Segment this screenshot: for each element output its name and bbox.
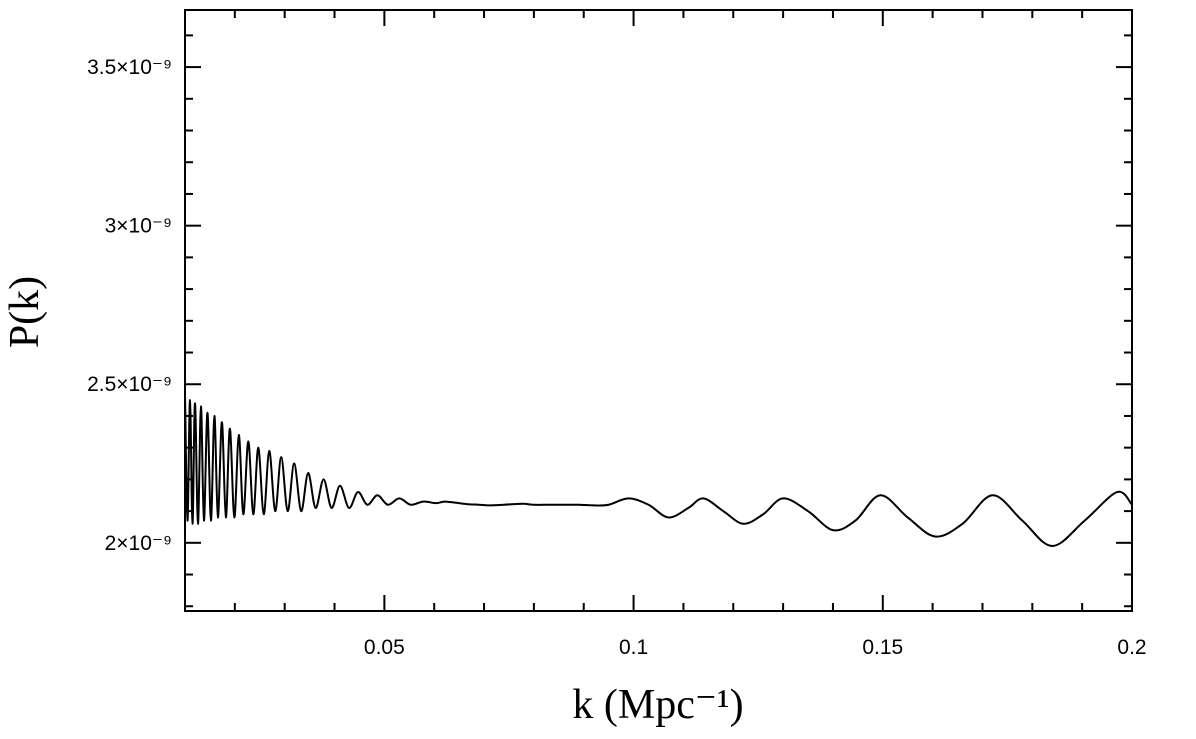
- x-tick-label: 0.15: [862, 636, 903, 659]
- x-axis-label: k (Mpc⁻¹): [572, 682, 743, 728]
- y-tick-label: 3×10⁻⁹: [105, 215, 172, 238]
- y-tick-labels: 2×10⁻⁹ 2.5×10⁻⁹ 3×10⁻⁹ 3.5×10⁻⁹: [87, 56, 172, 555]
- y-tick-label: 2.5×10⁻⁹: [87, 373, 172, 396]
- power-spectrum-line: [184, 393, 1133, 547]
- y-axis-label: P(k): [2, 276, 48, 348]
- x-tick-label: 0.2: [1117, 636, 1146, 659]
- axis-ticks: [184, 10, 1133, 611]
- x-tick-label: 0.1: [619, 636, 648, 659]
- x-tick-label: 0.05: [364, 636, 405, 659]
- x-tick-labels: 0.05 0.1 0.15 0.2: [364, 636, 1147, 659]
- plot-frame: [184, 9, 1133, 612]
- y-tick-label: 3.5×10⁻⁹: [87, 56, 172, 79]
- y-tick-label: 2×10⁻⁹: [105, 532, 172, 555]
